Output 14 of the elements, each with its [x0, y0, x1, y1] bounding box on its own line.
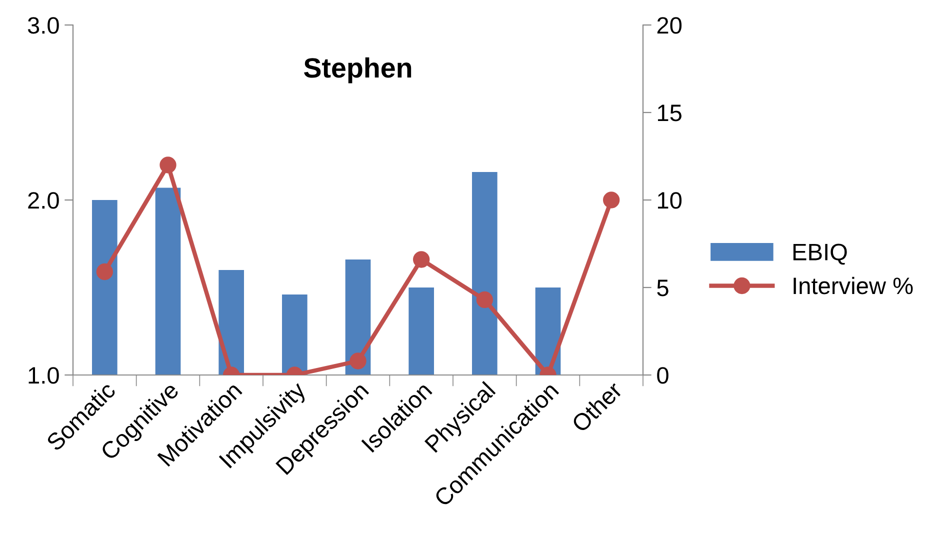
y2-tick-label: 20	[657, 17, 682, 34]
legend-label: EBIQ	[793, 244, 847, 265]
y2-tick-label: 5	[657, 280, 668, 296]
legend-label: Interview %	[794, 276, 913, 294]
y-tick-label: 1.0	[28, 367, 59, 384]
y2-tick-label: 10	[658, 192, 682, 209]
y-tick-label: 2.0	[28, 192, 59, 209]
point	[603, 192, 620, 208]
text: Stephen	[304, 57, 412, 84]
point	[160, 156, 176, 174]
point	[413, 251, 430, 268]
y2-tick-label: 0	[657, 367, 668, 384]
y2-tick-label: 15	[658, 104, 682, 122]
y-tick-label: 3.0	[28, 17, 59, 34]
